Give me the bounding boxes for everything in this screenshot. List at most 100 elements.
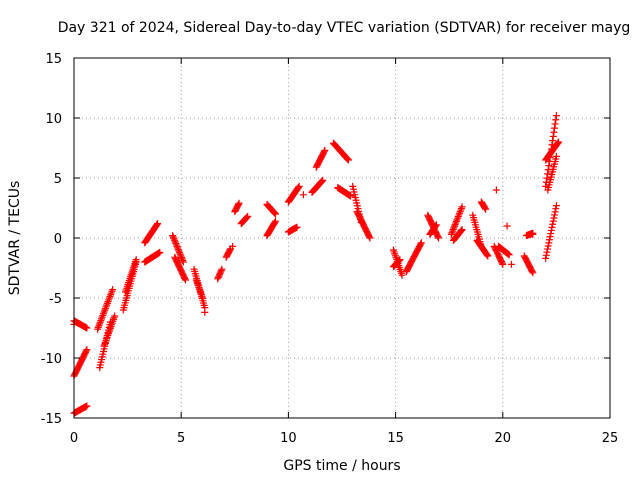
data-point bbox=[177, 253, 185, 261]
data-point bbox=[543, 174, 551, 182]
data-point bbox=[481, 204, 489, 212]
data-point bbox=[272, 217, 280, 225]
data-point bbox=[529, 269, 537, 277]
data-point bbox=[181, 275, 189, 283]
data-point bbox=[505, 251, 513, 259]
data-point bbox=[483, 251, 491, 259]
data-point bbox=[449, 227, 457, 235]
data-point bbox=[544, 242, 552, 250]
data-point bbox=[177, 252, 185, 260]
data-point bbox=[169, 232, 177, 240]
data-point bbox=[94, 323, 102, 331]
data-point bbox=[218, 265, 226, 273]
data-point bbox=[176, 249, 184, 257]
data-point bbox=[447, 230, 455, 238]
data-point bbox=[434, 233, 442, 241]
data-point bbox=[432, 222, 440, 230]
data-point bbox=[97, 315, 105, 323]
data-point bbox=[96, 318, 104, 326]
axis-ticks bbox=[73, 57, 611, 419]
data-point bbox=[243, 213, 251, 221]
y-axis-label: SDTVAR / TECUs bbox=[7, 181, 23, 296]
data-point bbox=[457, 227, 465, 235]
data-point bbox=[484, 252, 492, 260]
data-point bbox=[451, 221, 459, 229]
data-point bbox=[552, 205, 560, 213]
data-point bbox=[457, 204, 465, 212]
data-point bbox=[293, 223, 301, 231]
data-point bbox=[106, 292, 114, 300]
data-point bbox=[83, 324, 91, 332]
data-point bbox=[154, 220, 162, 228]
y-tick-label: 10 bbox=[45, 112, 62, 127]
data-point bbox=[552, 116, 560, 124]
data-point bbox=[103, 301, 111, 309]
data-point bbox=[171, 238, 179, 246]
x-tick-labels: 0 5 10 15 20 25 bbox=[70, 431, 618, 446]
data-point bbox=[452, 217, 460, 225]
data-point bbox=[270, 209, 278, 217]
data-point bbox=[365, 233, 373, 241]
y-tick-label: -10 bbox=[41, 352, 62, 367]
data-point bbox=[503, 222, 511, 230]
chart-title: Day 321 of 2024, Sidereal Day-to-day VTE… bbox=[58, 20, 631, 36]
data-point bbox=[457, 206, 465, 214]
data-point bbox=[551, 124, 559, 132]
data-point bbox=[179, 256, 187, 264]
y-tick-label: 5 bbox=[54, 172, 62, 187]
data-point bbox=[271, 218, 279, 226]
data-point bbox=[95, 322, 103, 330]
data-point bbox=[242, 214, 250, 222]
data-point bbox=[178, 255, 186, 263]
data-point bbox=[104, 298, 112, 306]
data-point bbox=[398, 271, 406, 279]
data-point bbox=[101, 306, 109, 314]
data-point bbox=[82, 347, 90, 355]
data-point bbox=[321, 146, 329, 154]
data-point bbox=[395, 257, 403, 265]
data-point bbox=[174, 246, 182, 254]
data-point bbox=[107, 291, 115, 299]
x-axis-label: GPS time / hours bbox=[283, 458, 400, 474]
data-point bbox=[171, 236, 179, 244]
data-point bbox=[343, 155, 351, 163]
data-point bbox=[98, 313, 106, 321]
data-point bbox=[102, 303, 110, 311]
x-tick-label: 25 bbox=[602, 431, 619, 446]
data-point bbox=[448, 229, 456, 237]
y-tick-labels: -15 -10 -5 0 5 10 15 bbox=[41, 52, 62, 427]
data-point bbox=[107, 289, 115, 297]
x-tick-label: 10 bbox=[280, 431, 297, 446]
data-point bbox=[109, 286, 117, 294]
data-point bbox=[547, 226, 555, 234]
data-point bbox=[347, 192, 355, 200]
data-point bbox=[96, 320, 104, 328]
data-point bbox=[454, 213, 462, 221]
data-point bbox=[299, 191, 307, 199]
data-point bbox=[179, 258, 187, 266]
data-point bbox=[546, 233, 554, 241]
data-point bbox=[543, 248, 551, 256]
data-point bbox=[317, 178, 325, 186]
y-tick-label: 0 bbox=[54, 232, 62, 247]
data-point bbox=[507, 260, 515, 268]
data-point bbox=[272, 210, 280, 218]
data-point bbox=[101, 305, 109, 313]
data-point bbox=[555, 138, 563, 146]
data-point bbox=[83, 402, 91, 410]
data-point bbox=[172, 239, 180, 247]
data-point bbox=[498, 259, 506, 267]
data-point bbox=[111, 312, 119, 320]
data-point bbox=[548, 223, 556, 231]
data-point bbox=[199, 294, 207, 302]
data-point bbox=[453, 216, 461, 224]
data-point bbox=[549, 220, 557, 228]
data-point bbox=[105, 294, 113, 302]
data-point bbox=[550, 214, 558, 222]
data-point bbox=[492, 186, 500, 194]
data-point bbox=[545, 162, 553, 170]
data-point bbox=[271, 209, 279, 217]
data-point bbox=[234, 200, 242, 208]
data-point bbox=[395, 256, 403, 264]
